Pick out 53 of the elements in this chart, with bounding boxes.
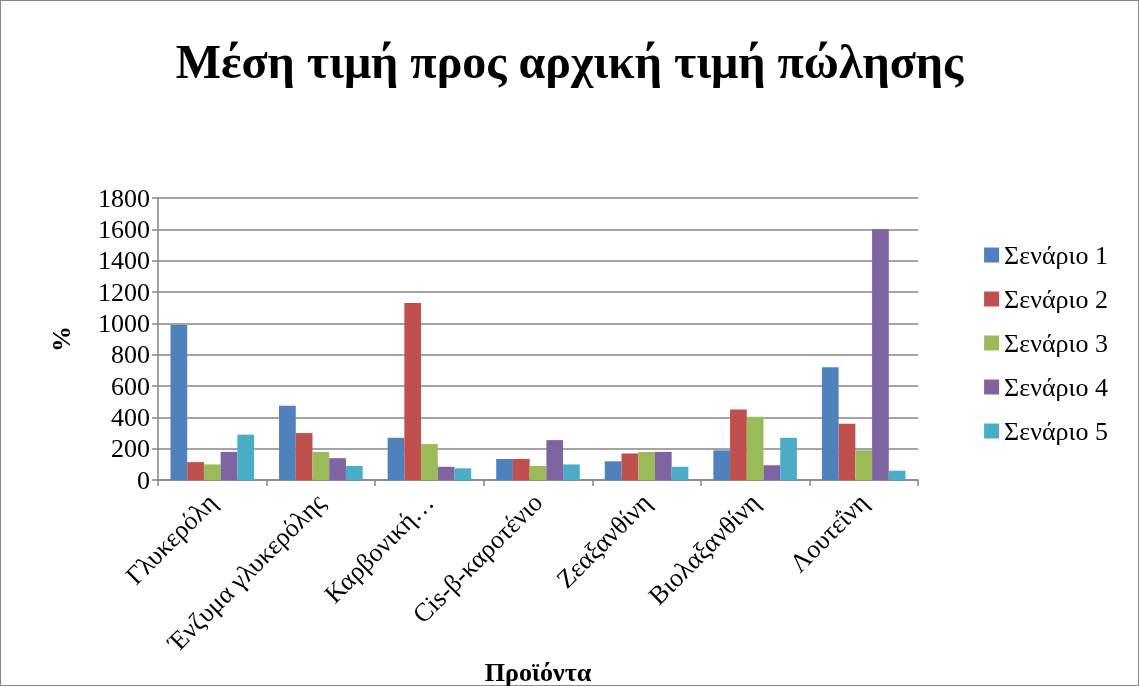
bar — [295, 433, 313, 481]
y-tick-label: 1600 — [98, 214, 150, 244]
bar — [170, 324, 188, 481]
bar — [780, 437, 797, 481]
bar — [546, 440, 564, 481]
legend-label: Σενάριο 5 — [1004, 416, 1109, 446]
bar — [838, 423, 856, 481]
y-tick-label: 800 — [111, 340, 150, 370]
bar — [529, 466, 547, 481]
bar — [237, 434, 255, 481]
y-tick-label: 1000 — [98, 308, 150, 338]
y-tick-label: 1200 — [98, 277, 150, 307]
bar — [387, 437, 405, 481]
bar — [279, 405, 296, 481]
bar — [454, 468, 472, 481]
bar — [821, 367, 839, 481]
legend-label: Σενάριο 3 — [1004, 328, 1109, 358]
bar — [404, 303, 422, 481]
legend-label: Σενάριο 1 — [1004, 240, 1109, 270]
y-tick-label: 0 — [137, 465, 150, 495]
y-tick-label: 1400 — [98, 246, 150, 276]
y-axis-title: % — [46, 326, 76, 353]
bar — [713, 450, 731, 481]
bar — [220, 451, 238, 481]
bar — [312, 451, 330, 481]
bar — [187, 462, 204, 481]
bar — [329, 458, 346, 481]
bar — [855, 450, 873, 481]
bar — [671, 466, 689, 481]
bar — [638, 451, 655, 481]
bar — [203, 464, 221, 481]
bar — [604, 461, 622, 481]
bar — [563, 464, 580, 481]
bar — [654, 451, 672, 481]
bar — [621, 453, 639, 481]
bar — [496, 458, 513, 481]
chart-title: Μέση τιμή προς αρχική τιμή πώλησης — [175, 34, 965, 88]
bar — [872, 229, 889, 481]
bar — [746, 416, 764, 481]
bar — [345, 466, 363, 481]
bar — [437, 466, 455, 481]
y-tick-label: 400 — [111, 402, 150, 432]
x-axis-title: Προϊόντα — [484, 657, 592, 686]
y-tick-label: 200 — [111, 434, 150, 464]
bar — [888, 470, 906, 481]
legend-label: Σενάριο 2 — [1004, 284, 1109, 314]
y-tick-label: 600 — [111, 371, 150, 401]
bar — [763, 465, 781, 481]
bar — [421, 444, 438, 481]
bar — [512, 458, 530, 481]
bar — [730, 409, 747, 481]
legend-label: Σενάριο 4 — [1004, 372, 1109, 402]
y-tick-label: 1800 — [98, 183, 150, 213]
